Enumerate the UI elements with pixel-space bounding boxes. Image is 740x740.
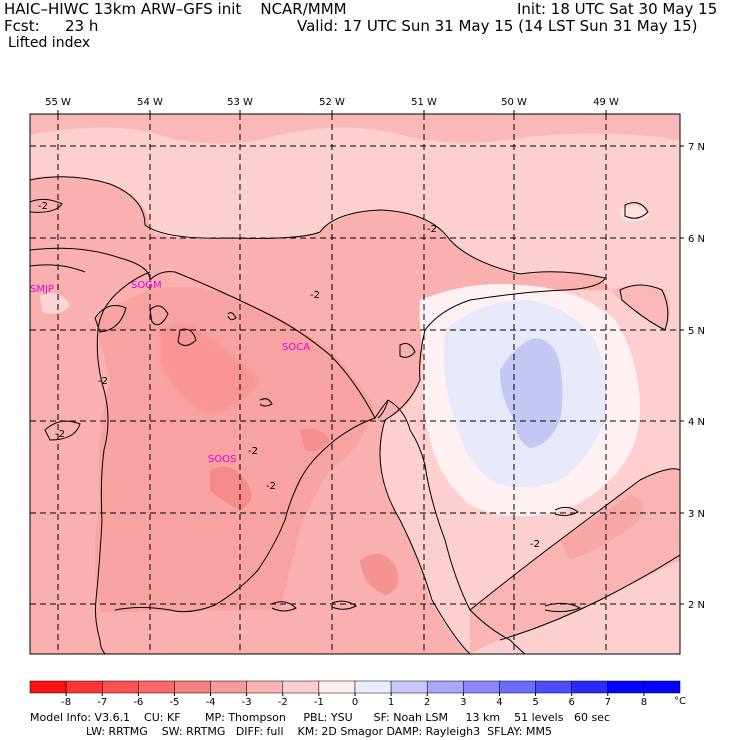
lon-label-55w: 55 W (45, 97, 71, 108)
lat-label-5n: 5 N (688, 326, 705, 337)
contour-label: -2 (427, 224, 437, 235)
forecast-hour: 23 h (65, 17, 99, 35)
colorbar-swatch (535, 680, 572, 694)
model-info-line1: Model Info: V3.6.1 CU: KF MP: Thompson P… (30, 711, 610, 724)
colorbar-tick-label: 8 (641, 697, 647, 708)
colorbar-swatch (174, 680, 211, 694)
plot-title: HAIC–HIWC 13km ARW–GFS init NCAR/MMM (4, 0, 347, 18)
lat-label-6n: 6 N (688, 234, 705, 245)
colorbar-tick-label: -8 (61, 697, 71, 708)
station-soca: SOCA (282, 342, 310, 353)
colorbar-tick-label: 6 (568, 697, 574, 708)
colorbar-tick-label: 0 (352, 697, 358, 708)
contour-label: -2 (55, 429, 65, 440)
shaded-field (30, 114, 680, 654)
colorbar-swatch (101, 680, 139, 694)
colorbar-tick-label: 2 (424, 697, 430, 708)
colorbar-tick-label: -5 (169, 697, 179, 708)
colorbar-swatch (390, 680, 428, 694)
valid-time: Valid: 17 UTC Sun 31 May 15 (14 LST Sun … (297, 17, 698, 35)
colorbar-swatch (138, 680, 175, 694)
station-smjp: SMJP (30, 284, 54, 295)
lat-label-7n: 7 N (688, 142, 705, 153)
colorbar-unit: °C (674, 696, 686, 707)
contour-label: -2 (530, 539, 540, 550)
colorbar-swatch (571, 680, 609, 694)
lon-label-54w: 54 W (137, 97, 163, 108)
colorbar-swatch (65, 680, 103, 694)
colorbar-tick-label: 4 (496, 697, 502, 708)
colorbar-swatch (354, 680, 392, 694)
colorbar-tick-label: -1 (314, 697, 324, 708)
colorbar-swatch (426, 680, 464, 694)
init-time: Init: 18 UTC Sat 30 May 15 (517, 0, 718, 18)
contour-label: -2 (310, 290, 320, 301)
lon-label-50w: 50 W (501, 97, 527, 108)
colorbar-swatch (246, 680, 284, 694)
contour-label: -2 (248, 446, 258, 457)
lat-label-4n: 4 N (688, 417, 705, 428)
colorbar-swatch (643, 680, 681, 694)
colorbar-swatch (282, 680, 320, 694)
colorbar-tick-label: -6 (133, 697, 143, 708)
colorbar-tick-label: -4 (206, 697, 216, 708)
lon-label-52w: 52 W (319, 97, 345, 108)
colorbar: -8 -7 -6 -5 -4 -3 -2 -1 0 1 2 3 4 5 6 7 8 (29, 680, 681, 708)
colorbar-swatch (210, 680, 247, 694)
colorbar-swatch (29, 680, 67, 694)
contour-label: -2 (38, 201, 48, 212)
contour-label: -2 (266, 481, 276, 492)
colorbar-swatch (607, 680, 645, 694)
colorbar-tick-label: 5 (532, 697, 538, 708)
colorbar-tick-label: 1 (388, 697, 394, 708)
lat-ticks (680, 145, 684, 605)
station-soos: SOOS (208, 454, 236, 465)
colorbar-tick-label: 7 (605, 697, 611, 708)
forecast-label: Fcst: (4, 17, 40, 35)
colorbar-tick-label: -3 (242, 697, 252, 708)
field-name: Lifted index (8, 35, 91, 51)
lon-ticks (57, 110, 607, 114)
colorbar-swatch (499, 680, 536, 694)
lon-label-53w: 53 W (227, 97, 253, 108)
lon-label-49w: 49 W (593, 97, 619, 108)
colorbar-swatch (318, 680, 356, 694)
colorbar-tick-label: -2 (278, 697, 288, 708)
lat-label-3n: 3 N (688, 509, 705, 520)
station-sogm: SOGM (131, 280, 162, 291)
lon-label-51w: 51 W (411, 97, 437, 108)
lat-lon-grid (30, 114, 680, 654)
contour-label: -2 (98, 376, 108, 387)
map-frame (29, 113, 681, 655)
colorbar-swatch (463, 680, 500, 694)
model-info-line2: LW: RRTMG SW: RRTMG DIFF: full KM: 2D Sm… (30, 725, 552, 738)
lat-label-2n: 2 N (688, 600, 705, 611)
colorbar-tick-label: -7 (97, 697, 107, 708)
colorbar-tick-label: 3 (460, 697, 466, 708)
